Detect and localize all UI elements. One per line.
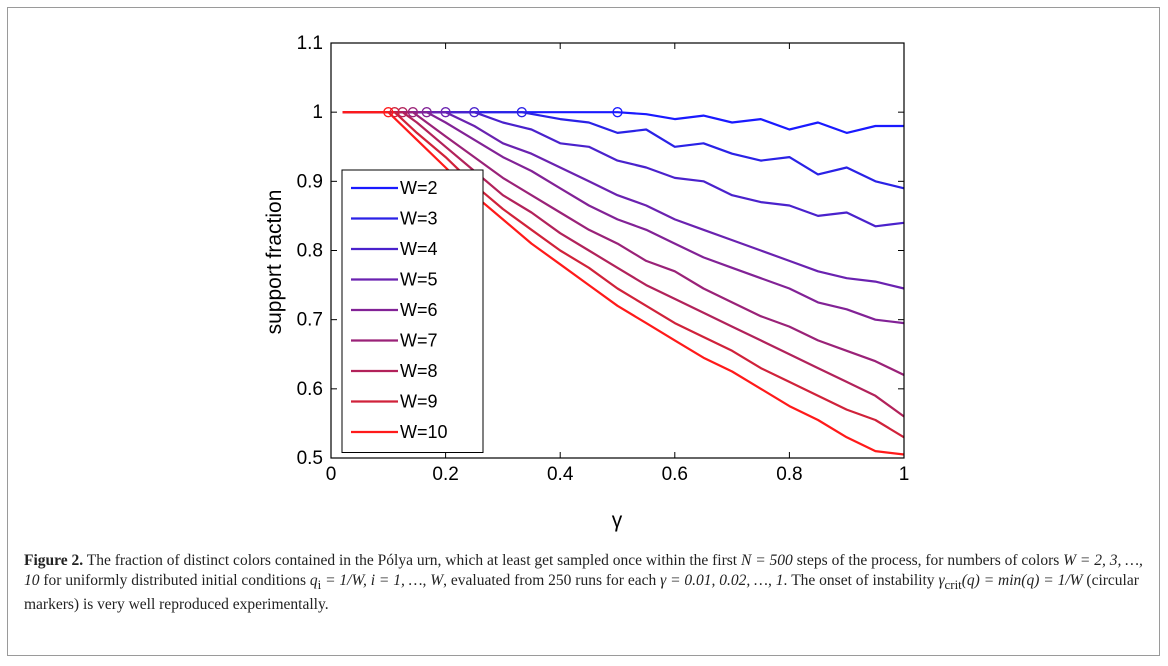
caption-crit-rest: (q) = min(q) = 1/W xyxy=(961,572,1083,589)
x-tick-label: 0.4 xyxy=(547,464,574,485)
caption-crit-expr: γ xyxy=(938,572,945,589)
series-line-w7 xyxy=(342,111,905,376)
legend-label-w7: W=7 xyxy=(400,331,438,351)
caption-crit-sub: crit xyxy=(944,577,962,593)
x-axis-label: γ xyxy=(612,509,623,532)
onset-marker-w3 xyxy=(516,107,527,118)
onset-marker-w6 xyxy=(421,107,432,118)
caption-q-expr: q xyxy=(309,572,318,589)
legend-box xyxy=(341,169,484,453)
caption-q-rest: = 1/W, i = 1, …, W xyxy=(321,572,444,589)
series-line-w3 xyxy=(342,111,905,190)
figure-caption: Figure 2. The fraction of distinct color… xyxy=(24,551,1144,615)
legend-label-w4: W=4 xyxy=(400,239,438,259)
figure-frame xyxy=(7,7,1160,656)
caption-label: Figure 2. xyxy=(24,552,84,569)
legend-label-w9: W=9 xyxy=(400,392,438,412)
caption-text-2: steps of the process, for numbers of col… xyxy=(792,552,1064,569)
series-line-w2 xyxy=(342,111,904,134)
x-tick-label: 0.6 xyxy=(662,464,688,485)
x-tick-label: 0 xyxy=(326,464,337,485)
y-axis-label: support fraction xyxy=(263,190,286,335)
caption-text-6: (circular markers) is very well reproduc… xyxy=(24,572,1139,614)
caption-text-1: The fraction of distinct colors containe… xyxy=(83,552,741,569)
legend-label-w3: W=3 xyxy=(400,209,438,229)
onset-marker-w9 xyxy=(389,107,400,118)
caption-gamma-expr: γ = 0.01, 0.02, …, 1 xyxy=(660,572,784,589)
y-tick-label: 0.6 xyxy=(297,379,323,400)
onset-marker-w2 xyxy=(612,107,623,118)
caption-w-expr: W = 2, 3, …, 10 xyxy=(24,552,1143,589)
onset-marker-w7 xyxy=(407,107,419,118)
y-tick-label: 0.9 xyxy=(297,171,323,192)
legend-label-w5: W=5 xyxy=(400,270,438,290)
legend-label-w8: W=8 xyxy=(400,361,438,381)
caption-q-sub: i xyxy=(317,577,322,593)
caption-text-3: for uniformly distributed initial condit… xyxy=(39,572,310,589)
caption-n-expr: N = 500 xyxy=(741,552,793,569)
legend-label-w10: W=10 xyxy=(400,422,448,442)
onset-marker-w8 xyxy=(397,107,408,118)
caption-text-4: , evaluated from 250 runs for each xyxy=(443,572,661,589)
legend-label-w2: W=2 xyxy=(400,178,438,198)
caption-text-5: . The onset of instability xyxy=(783,572,939,589)
onset-markers xyxy=(383,107,623,118)
series-line-w6 xyxy=(342,111,905,325)
onset-marker-w5 xyxy=(440,107,451,118)
onset-marker-w4 xyxy=(469,107,480,118)
x-tick-label: 0.8 xyxy=(776,464,802,485)
legend-label-w6: W=6 xyxy=(400,300,438,320)
x-tick-label: 0.2 xyxy=(432,464,458,485)
series-line-w4 xyxy=(342,111,905,228)
series-line-w9 xyxy=(342,111,905,439)
y-tick-label: 0.8 xyxy=(297,241,323,262)
x-tick-label: 1 xyxy=(899,464,910,485)
onset-marker-w10 xyxy=(383,107,394,118)
y-tick-label: 1.1 xyxy=(297,33,323,54)
y-tick-label: 0.7 xyxy=(297,310,323,331)
line-chart: 0 0.2 0.4 0.6 0.8 1 0.5 0.6 0.7 0.8 0.9 1 1.1 W=2 W=3… xyxy=(263,33,910,532)
series-line-w5 xyxy=(342,111,905,290)
legend: W=2 W=3 W=4 W=5 W=6 W=7 W=8 W=9 W=10 xyxy=(341,169,484,453)
y-tick-label: 0.5 xyxy=(297,448,323,469)
axes: 0 0.2 0.4 0.6 0.8 1 0.5 0.6 0.7 0.8 0.9 1 1.1 xyxy=(297,33,910,485)
series-line-w8 xyxy=(342,111,905,418)
y-tick-label: 1 xyxy=(312,102,323,123)
